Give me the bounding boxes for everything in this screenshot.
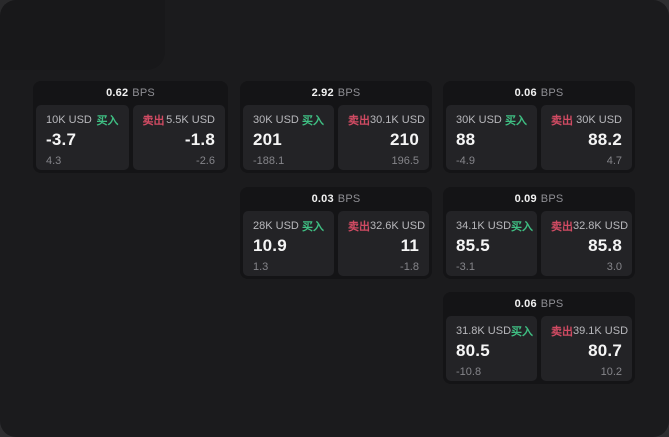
sell-panel[interactable]: 卖出 32.6K USD 11 -1.8 bbox=[338, 211, 429, 276]
sell-change-value: -2.6 bbox=[196, 154, 215, 167]
quote-card: 0.03 BPS 28K USD 买入 10.9 1.3 卖出 32.6K US… bbox=[240, 187, 432, 279]
size-label: 28K USD bbox=[253, 220, 299, 232]
bps-value: 0.62 bbox=[106, 87, 129, 99]
quote-card: 0.62 BPS 10K USD 买入 -3.7 4.3 卖出 5.5K USD… bbox=[33, 81, 228, 173]
buy-badge: 买入 bbox=[96, 115, 119, 127]
sell-panel[interactable]: 卖出 5.5K USD -1.8 -2.6 bbox=[132, 105, 225, 170]
bps-value: 2.92 bbox=[311, 87, 334, 99]
sell-price-value: 80.7 bbox=[588, 341, 622, 360]
buy-badge: 买入 bbox=[511, 221, 534, 233]
sell-change-value: 196.5 bbox=[391, 154, 419, 167]
sell-change-value: -1.8 bbox=[400, 260, 419, 273]
size-label: 34.1K USD bbox=[456, 220, 512, 232]
buy-panel[interactable]: 28K USD 买入 10.9 1.3 bbox=[243, 211, 334, 276]
bps-value: 0.06 bbox=[514, 87, 537, 99]
size-label: 31.8K USD bbox=[456, 325, 512, 337]
sell-badge: 卖出 bbox=[551, 326, 573, 338]
bps-unit: BPS bbox=[337, 193, 361, 205]
sell-price-value: -1.8 bbox=[184, 130, 215, 149]
sell-panel[interactable]: 卖出 30K USD 88.2 4.7 bbox=[541, 105, 632, 170]
buy-price-value: 201 bbox=[253, 130, 282, 149]
buy-change-value: -188.1 bbox=[253, 154, 285, 167]
size-label: 10K USD bbox=[46, 114, 92, 126]
bps-unit: BPS bbox=[540, 87, 564, 99]
buy-badge: 买入 bbox=[302, 221, 324, 233]
quote-card: 2.92 BPS 30K USD 买入 201 -188.1 卖出 30.1K … bbox=[240, 81, 432, 173]
sell-price-value: 11 bbox=[400, 236, 419, 255]
buy-panel[interactable]: 30K USD 买入 88 -4.9 bbox=[446, 105, 537, 170]
card-header: 0.09 BPS bbox=[446, 187, 632, 211]
buy-badge: 买入 bbox=[505, 115, 527, 127]
buy-panel[interactable]: 30K USD 买入 201 -188.1 bbox=[243, 105, 334, 170]
buy-panel[interactable]: 31.8K USD 买入 80.5 -10.8 bbox=[446, 316, 537, 381]
sell-change-value: 3.0 bbox=[606, 260, 622, 273]
size-label: 30K USD bbox=[576, 114, 622, 126]
quote-card: 0.06 BPS 30K USD 买入 88 -4.9 卖出 30K USD 8… bbox=[443, 81, 635, 173]
buy-change-value: -10.8 bbox=[456, 365, 482, 378]
size-label: 32.8K USD bbox=[573, 220, 629, 232]
size-label: 30.1K USD bbox=[370, 114, 426, 126]
sell-price-value: 85.8 bbox=[588, 236, 622, 255]
quote-card: 0.09 BPS 34.1K USD 买入 85.5 -3.1 卖出 32.8K… bbox=[443, 187, 635, 279]
sell-price-value: 210 bbox=[390, 130, 419, 149]
bps-value: 0.06 bbox=[514, 298, 537, 310]
buy-change-value: -3.1 bbox=[456, 260, 475, 273]
size-label: 39.1K USD bbox=[573, 325, 629, 337]
corner-shade bbox=[0, 0, 165, 70]
quote-card: 0.06 BPS 31.8K USD 买入 80.5 -10.8 卖出 39.1… bbox=[443, 292, 635, 384]
buy-price-value: 85.5 bbox=[456, 236, 490, 255]
size-label: 30K USD bbox=[253, 114, 299, 126]
size-label: 5.5K USD bbox=[166, 114, 215, 126]
sell-panel[interactable]: 卖出 30.1K USD 210 196.5 bbox=[338, 105, 429, 170]
buy-panel[interactable]: 34.1K USD 买入 85.5 -3.1 bbox=[446, 211, 537, 276]
buy-change-value: -4.9 bbox=[456, 154, 475, 167]
sell-change-value: 4.7 bbox=[606, 154, 622, 167]
buy-panel[interactable]: 10K USD 买入 -3.7 4.3 bbox=[36, 105, 129, 170]
sell-badge: 卖出 bbox=[551, 221, 573, 233]
sell-badge: 卖出 bbox=[142, 115, 165, 127]
bps-value: 0.03 bbox=[311, 193, 334, 205]
buy-change-value: 1.3 bbox=[253, 260, 269, 273]
buy-price-value: -3.7 bbox=[46, 130, 77, 149]
buy-badge: 买入 bbox=[302, 115, 324, 127]
buy-badge: 买入 bbox=[511, 326, 534, 338]
bps-value: 0.09 bbox=[514, 193, 537, 205]
sell-badge: 卖出 bbox=[348, 115, 370, 127]
card-header: 0.03 BPS bbox=[243, 187, 429, 211]
buy-price-value: 80.5 bbox=[456, 341, 490, 360]
bps-unit: BPS bbox=[540, 193, 564, 205]
buy-price-value: 88 bbox=[456, 130, 476, 149]
card-header: 2.92 BPS bbox=[243, 81, 429, 105]
sell-change-value: 10.2 bbox=[600, 365, 622, 378]
sell-panel[interactable]: 卖出 32.8K USD 85.8 3.0 bbox=[541, 211, 632, 276]
size-label: 32.6K USD bbox=[370, 220, 426, 232]
sell-price-value: 88.2 bbox=[588, 130, 622, 149]
sell-badge: 卖出 bbox=[348, 221, 370, 233]
bps-unit: BPS bbox=[132, 87, 155, 99]
card-header: 0.06 BPS bbox=[446, 81, 632, 105]
buy-price-value: 10.9 bbox=[253, 236, 287, 255]
card-header: 0.62 BPS bbox=[36, 81, 225, 105]
sell-badge: 卖出 bbox=[551, 115, 573, 127]
sell-panel[interactable]: 卖出 39.1K USD 80.7 10.2 bbox=[541, 316, 632, 381]
card-header: 0.06 BPS bbox=[446, 292, 632, 316]
size-label: 30K USD bbox=[456, 114, 502, 126]
bps-unit: BPS bbox=[540, 298, 564, 310]
buy-change-value: 4.3 bbox=[46, 154, 62, 167]
bps-unit: BPS bbox=[337, 87, 361, 99]
